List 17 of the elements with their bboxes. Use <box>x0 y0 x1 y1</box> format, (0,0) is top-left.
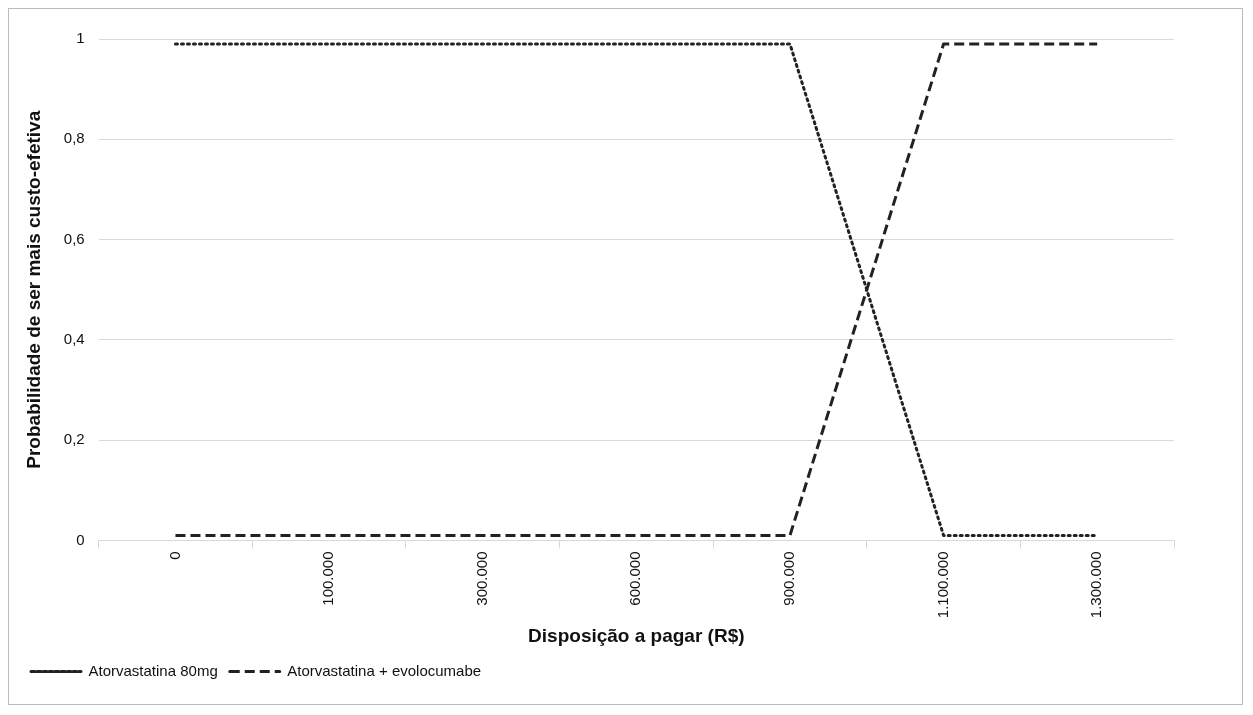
x-axis-title: Disposição a pagar (R$) <box>528 624 745 646</box>
y-tick-label: 0,8 <box>63 129 85 147</box>
x-tick-label: 1.300.000 <box>1087 551 1105 619</box>
y-tick-label: 0,4 <box>63 330 85 348</box>
y-axis-title: Probabilidade de ser mais custo-efetiva <box>22 110 44 469</box>
legend-label: Atorvastatina 80mg <box>88 661 218 679</box>
y-tick-label: 0,6 <box>63 229 85 247</box>
y-tick-label: 0 <box>76 530 85 548</box>
x-tick-label: 0 <box>165 551 183 560</box>
x-tick-label: 1.100.000 <box>933 551 951 619</box>
y-tick-label: 0,2 <box>63 430 85 448</box>
legend-label: Atorvastatina + evolocumabe <box>287 661 482 679</box>
x-tick-label: 600.000 <box>626 551 644 606</box>
x-tick-label: 900.000 <box>780 551 798 606</box>
x-tick-label: 300.000 <box>472 551 490 606</box>
x-tick-label: 100.000 <box>319 551 337 606</box>
y-tick-label: 1 <box>76 29 85 47</box>
